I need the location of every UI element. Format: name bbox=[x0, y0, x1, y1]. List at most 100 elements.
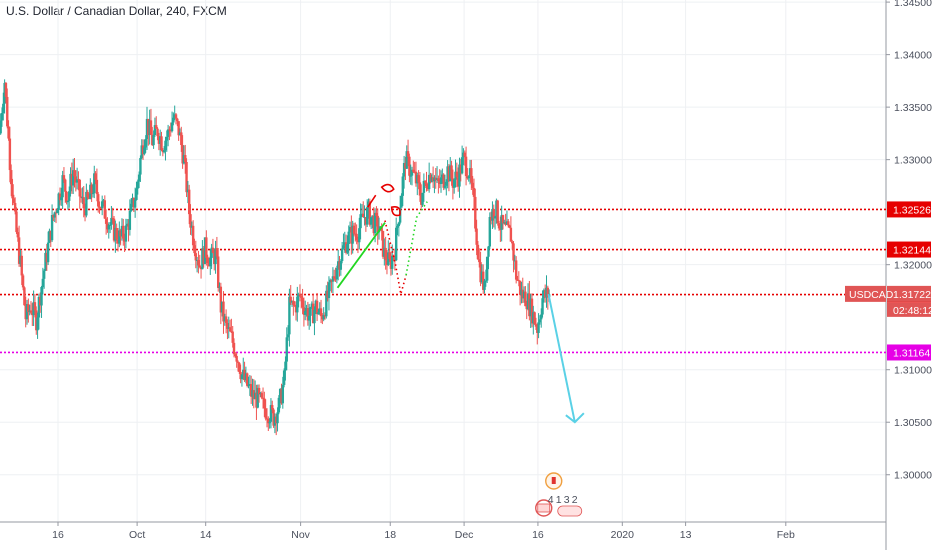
green-trendline[interactable] bbox=[336, 222, 386, 289]
candle-body bbox=[78, 179, 81, 197]
y-tick-label: 1.30500 bbox=[894, 417, 932, 429]
candle-body bbox=[184, 155, 187, 163]
candle-body bbox=[165, 136, 168, 141]
y-tick-label: 1.32000 bbox=[894, 260, 932, 272]
candle-body bbox=[153, 125, 157, 136]
candle-body bbox=[32, 302, 35, 316]
candle-body bbox=[140, 145, 143, 159]
candle-body bbox=[91, 193, 95, 195]
candle-body bbox=[335, 268, 339, 280]
candle-body bbox=[362, 213, 365, 218]
candle-body bbox=[367, 201, 370, 208]
candle-body bbox=[81, 197, 84, 199]
candle-body bbox=[282, 370, 286, 385]
candle-body bbox=[23, 287, 26, 306]
candle-body bbox=[128, 211, 132, 230]
candle-body bbox=[509, 227, 513, 242]
candle-body bbox=[234, 354, 237, 356]
candle-body bbox=[413, 171, 416, 173]
candle-body bbox=[224, 316, 228, 323]
candle-body bbox=[0, 120, 2, 134]
candle-body bbox=[21, 275, 25, 288]
y-tick-label: 1.31000 bbox=[894, 365, 932, 377]
candle-body bbox=[69, 173, 72, 192]
forecast-arrow-shaft[interactable] bbox=[547, 293, 576, 423]
candle-body bbox=[74, 176, 78, 183]
candle-body bbox=[186, 189, 190, 193]
candle-body bbox=[488, 216, 492, 247]
y-tick-label: 1.33000 bbox=[894, 155, 932, 167]
x-tick-label: 14 bbox=[200, 529, 212, 541]
candle-body bbox=[322, 314, 325, 320]
candle-body bbox=[176, 118, 179, 122]
level-price-tag-bg bbox=[887, 201, 931, 218]
candle-body bbox=[336, 261, 340, 269]
candle-body bbox=[286, 334, 290, 338]
candle-body bbox=[85, 191, 88, 216]
candle-body bbox=[331, 276, 335, 282]
candle-body bbox=[170, 122, 174, 132]
candle-body bbox=[149, 120, 153, 135]
candle-body bbox=[518, 280, 522, 295]
candle-body bbox=[479, 262, 482, 283]
candle-body bbox=[524, 291, 527, 307]
dotted-green-path[interactable] bbox=[405, 201, 428, 276]
candle-body bbox=[242, 369, 245, 375]
candle-body bbox=[44, 252, 47, 271]
event-count: 4 bbox=[548, 494, 554, 506]
candle-body bbox=[543, 290, 547, 298]
candle-body bbox=[311, 303, 315, 324]
dotted-red-path[interactable] bbox=[384, 220, 407, 295]
candle-body bbox=[95, 179, 99, 195]
candle-body bbox=[517, 280, 521, 282]
candle-body bbox=[459, 164, 462, 174]
candle-body bbox=[217, 256, 220, 288]
x-tick-label: Nov bbox=[291, 529, 310, 541]
candle-body bbox=[445, 181, 448, 186]
candle-body bbox=[143, 147, 146, 155]
x-tick-label: 16 bbox=[532, 529, 544, 541]
candle-body bbox=[454, 171, 457, 180]
candle-body bbox=[124, 225, 128, 242]
candle-body bbox=[300, 296, 303, 298]
candle-body bbox=[340, 248, 344, 262]
candle-body bbox=[293, 304, 296, 306]
candle-body bbox=[278, 388, 282, 398]
candle-body bbox=[223, 316, 226, 322]
candle-body bbox=[400, 195, 403, 208]
candle-body bbox=[288, 296, 291, 335]
candle-body bbox=[501, 215, 505, 224]
y-tick-label: 1.30000 bbox=[894, 470, 932, 482]
candle-body bbox=[350, 227, 353, 244]
candle-body bbox=[133, 199, 137, 208]
candle-body bbox=[443, 185, 447, 188]
candle-body bbox=[405, 151, 408, 169]
candle-body bbox=[28, 310, 31, 313]
candle-body bbox=[66, 200, 70, 203]
candle-body bbox=[470, 168, 473, 183]
candle-body bbox=[46, 242, 50, 263]
forecast-arrow-head[interactable] bbox=[565, 412, 585, 424]
candle-body bbox=[319, 308, 323, 317]
candle-body bbox=[129, 203, 133, 212]
level-price-tag: 1.31164 bbox=[893, 347, 930, 359]
candle-body bbox=[512, 243, 515, 261]
x-tick-label: Dec bbox=[455, 529, 474, 541]
candle-body bbox=[290, 300, 294, 303]
candle-body bbox=[41, 278, 45, 288]
candle-body bbox=[333, 276, 336, 279]
candle-body bbox=[219, 286, 223, 313]
candle-body bbox=[420, 195, 423, 205]
candle-body bbox=[451, 178, 455, 188]
candle-body bbox=[56, 210, 59, 214]
candle-body bbox=[388, 252, 391, 260]
candle-body bbox=[37, 297, 41, 318]
candle-body bbox=[439, 177, 443, 185]
candle-body bbox=[323, 314, 327, 317]
candle-body bbox=[309, 307, 312, 316]
hand-mark bbox=[390, 206, 401, 217]
candle-body bbox=[251, 390, 254, 397]
candle-body bbox=[540, 314, 543, 320]
candle-body bbox=[247, 384, 250, 386]
